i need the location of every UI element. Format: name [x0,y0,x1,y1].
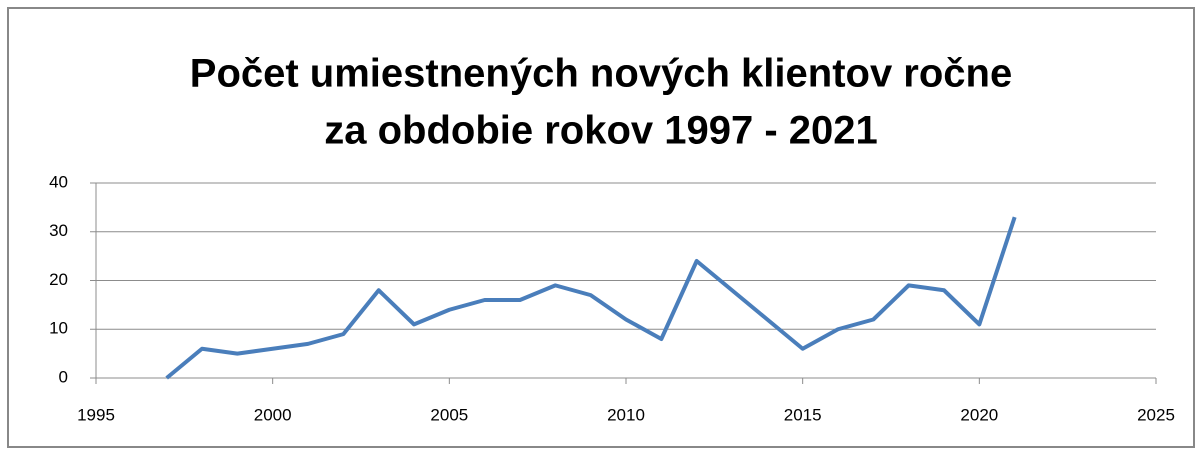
y-tick-label: 40 [49,172,68,191]
x-tick-label: 1995 [77,405,115,424]
chart-title: Počet umiestnených nových klientov ročne [190,52,1012,96]
chart-frame [7,7,1195,448]
x-tick-label: 2005 [430,405,468,424]
line-series [165,216,1017,380]
y-tick-label: 20 [49,270,68,289]
y-tick-label: 30 [49,221,68,240]
y-tick-label: 0 [59,367,68,386]
x-tick-label: 2000 [254,405,292,424]
x-tick-label: 2020 [960,405,998,424]
chart-title: za obdobie rokov 1997 - 2021 [324,109,878,153]
x-tick-label: 2015 [784,405,822,424]
x-tick-label: 2010 [607,405,645,424]
x-tick-label: 2025 [1137,405,1175,424]
y-tick-label: 10 [49,319,68,338]
